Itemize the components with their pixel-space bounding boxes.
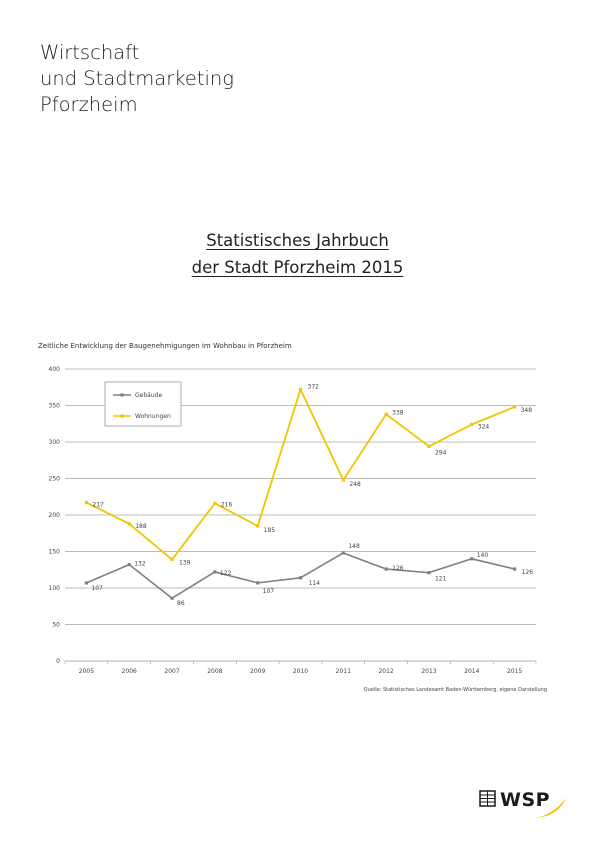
data-point-gebaeude: [512, 567, 517, 571]
y-tick-label: 200: [49, 512, 61, 519]
data-point-wohnungen: [84, 500, 89, 505]
data-point-wohnungen: [213, 501, 217, 505]
x-tick-label: 2014: [464, 668, 479, 675]
x-tick-label: 2007: [164, 668, 179, 675]
x-tick-label: 2006: [122, 668, 137, 675]
data-label-gebaeude: 121: [435, 576, 447, 583]
data-label-wohnungen: 338: [392, 409, 404, 416]
wsp-logo: WSP: [478, 784, 570, 826]
data-point-gebaeude: [170, 596, 174, 600]
y-tick-label: 50: [52, 622, 60, 629]
data-point-wohnungen: [298, 387, 303, 392]
data-label-gebaeude: 122: [220, 570, 232, 577]
legend-marker-wohnungen: [120, 414, 124, 418]
document-title: Statistisches Jahrbuch der Stadt Pforzhe…: [0, 227, 595, 281]
data-point-gebaeude: [127, 563, 131, 567]
data-label-gebaeude: 107: [91, 585, 103, 592]
data-label-gebaeude: 114: [309, 580, 321, 587]
x-tick-label: 2010: [293, 668, 308, 675]
data-label-gebaeude: 132: [134, 561, 146, 568]
organization-line: und Stadtmarketing: [40, 67, 234, 90]
x-tick-label: 2011: [336, 668, 351, 675]
data-point-wohnungen: [170, 557, 174, 562]
data-point-gebaeude: [213, 570, 217, 574]
y-tick-label: 150: [49, 549, 61, 556]
document-title-line: der Stadt Pforzheim 2015: [191, 258, 404, 277]
data-point-wohnungen: [470, 422, 474, 427]
data-point-gebaeude: [427, 571, 431, 575]
y-tick-label: 350: [49, 403, 61, 410]
data-point-gebaeude: [384, 567, 388, 571]
x-tick-label: 2005: [79, 668, 94, 675]
data-point-gebaeude: [341, 551, 345, 555]
data-point-wohnungen: [512, 405, 517, 409]
series-line-gebaeude: [86, 552, 515, 600]
y-tick-label: 0: [56, 658, 60, 665]
data-point-wohnungen: [127, 522, 131, 526]
data-label-wohnungen: 185: [264, 527, 276, 534]
organization-name: Wirtschaft und Stadtmarketing Pforzheim: [40, 40, 234, 118]
data-label-wohnungen: 188: [135, 523, 147, 530]
chart-caption: Zeitliche Entwicklung der Baugenehmigung…: [38, 342, 292, 350]
organization-line: Pforzheim: [40, 93, 138, 116]
data-point-wohnungen: [256, 524, 260, 528]
data-label-wohnungen: 294: [435, 449, 447, 456]
data-label-wohnungen: 139: [179, 560, 191, 567]
x-tick-label: 2012: [378, 668, 393, 675]
data-point-gebaeude: [470, 557, 474, 561]
x-tick-label: 2008: [207, 668, 222, 675]
legend-label-wohnungen: Wohnungen: [135, 413, 171, 420]
data-label-gebaeude: 86: [177, 600, 185, 607]
y-tick-label: 100: [49, 585, 61, 592]
data-point-gebaeude: [256, 581, 260, 585]
x-tick-label: 2015: [507, 668, 522, 675]
data-point-gebaeude: [298, 576, 303, 580]
legend-box: [104, 381, 182, 427]
y-tick-label: 300: [49, 439, 61, 446]
data-label-wohnungen: 248: [349, 481, 361, 488]
data-point-gebaeude: [84, 581, 89, 585]
x-tick-label: 2009: [250, 668, 265, 675]
legend-marker-gebaeude: [120, 393, 124, 397]
data-label-gebaeude: 148: [348, 543, 360, 550]
data-label-wohnungen: 372: [308, 383, 320, 390]
y-tick-label: 250: [49, 476, 61, 483]
data-label-wohnungen: 216: [221, 501, 233, 508]
building-icon: [479, 790, 566, 818]
logo-text: WSP: [500, 789, 551, 811]
data-point-wohnungen: [384, 412, 388, 416]
data-point-wohnungen: [341, 478, 345, 482]
data-label-wohnungen: 348: [521, 407, 533, 414]
data-label-gebaeude: 107: [263, 588, 275, 595]
legend-label-gebaeude: Gebäude: [135, 392, 162, 399]
y-tick-label: 400: [49, 366, 61, 373]
data-label-gebaeude: 126: [522, 569, 534, 576]
source-note: Quelle: Statistisches Landesamt Baden-Wü…: [363, 687, 547, 693]
x-tick-label: 2013: [421, 668, 436, 675]
data-label-gebaeude: 126: [392, 565, 404, 572]
data-label-wohnungen: 324: [478, 423, 490, 430]
data-point-wohnungen: [427, 444, 431, 448]
data-label-wohnungen: 217: [92, 502, 104, 509]
data-label-gebaeude: 140: [477, 552, 489, 559]
organization-line: Wirtschaft: [40, 41, 140, 64]
document-title-line: Statistisches Jahrbuch: [206, 231, 389, 250]
